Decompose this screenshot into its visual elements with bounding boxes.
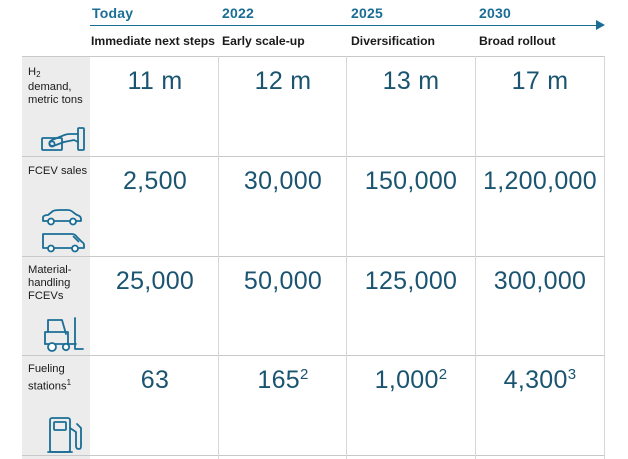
van-icon (40, 231, 86, 253)
value-fueling-stations-2025: 1,0002 (374, 366, 448, 394)
row-label-fueling-stations: Fueling stations1 (28, 363, 72, 393)
value-fueling-stations-today: 63 (140, 366, 170, 394)
value-fcev-sales-2030: 1,200,000 (483, 167, 597, 195)
row-label-h2-demand: H2 demand, metric tons (28, 66, 83, 106)
car-icon (40, 207, 84, 227)
timeline-arrow-icon (596, 20, 605, 30)
year-2030: 2030 (479, 5, 511, 21)
value-h2-demand-today: 11 m (127, 67, 183, 95)
column-divider (604, 56, 605, 459)
hand-cash-icon (40, 126, 88, 152)
row-label-fcev-sales: FCEV sales (28, 165, 88, 177)
phase-diversification: Diversification (351, 34, 435, 48)
value-material-handling-2022: 50,000 (243, 267, 323, 295)
value-fcev-sales-2025: 150,000 (364, 167, 458, 195)
forklift-icon (42, 316, 84, 354)
value-material-handling-2030: 300,000 (493, 267, 587, 295)
row-divider (22, 56, 605, 57)
row-label-column (22, 56, 90, 459)
row-divider (22, 256, 605, 257)
value-h2-demand-2030: 17 m (511, 67, 569, 95)
fuel-pump-icon (46, 414, 84, 456)
row-divider (22, 156, 605, 157)
value-material-handling-2025: 125,000 (364, 267, 458, 295)
phase-immediate-next-steps: Immediate next steps (91, 34, 215, 48)
row-divider (22, 455, 605, 456)
phase-broad-rollout: Broad rollout (479, 34, 556, 48)
timeline-axis (90, 25, 600, 26)
row-divider (22, 355, 605, 356)
year-2025: 2025 (351, 5, 383, 21)
value-material-handling-today: 25,000 (115, 267, 195, 295)
column-divider (475, 56, 476, 459)
value-fueling-stations-2022: 1652 (257, 366, 309, 394)
value-h2-demand-2025: 13 m (382, 67, 440, 95)
value-fcev-sales-2022: 30,000 (243, 167, 323, 195)
year-today: Today (92, 5, 134, 21)
phase-early-scale-up: Early scale-up (222, 34, 305, 48)
value-fcev-sales-today: 2,500 (122, 167, 188, 195)
column-divider (346, 56, 347, 459)
value-fueling-stations-2030: 4,3003 (503, 366, 577, 394)
column-divider (218, 56, 219, 459)
value-h2-demand-2022: 12 m (254, 67, 312, 95)
year-2022: 2022 (222, 5, 254, 21)
row-label-material-handling: Material-handling FCEVs (28, 264, 72, 302)
